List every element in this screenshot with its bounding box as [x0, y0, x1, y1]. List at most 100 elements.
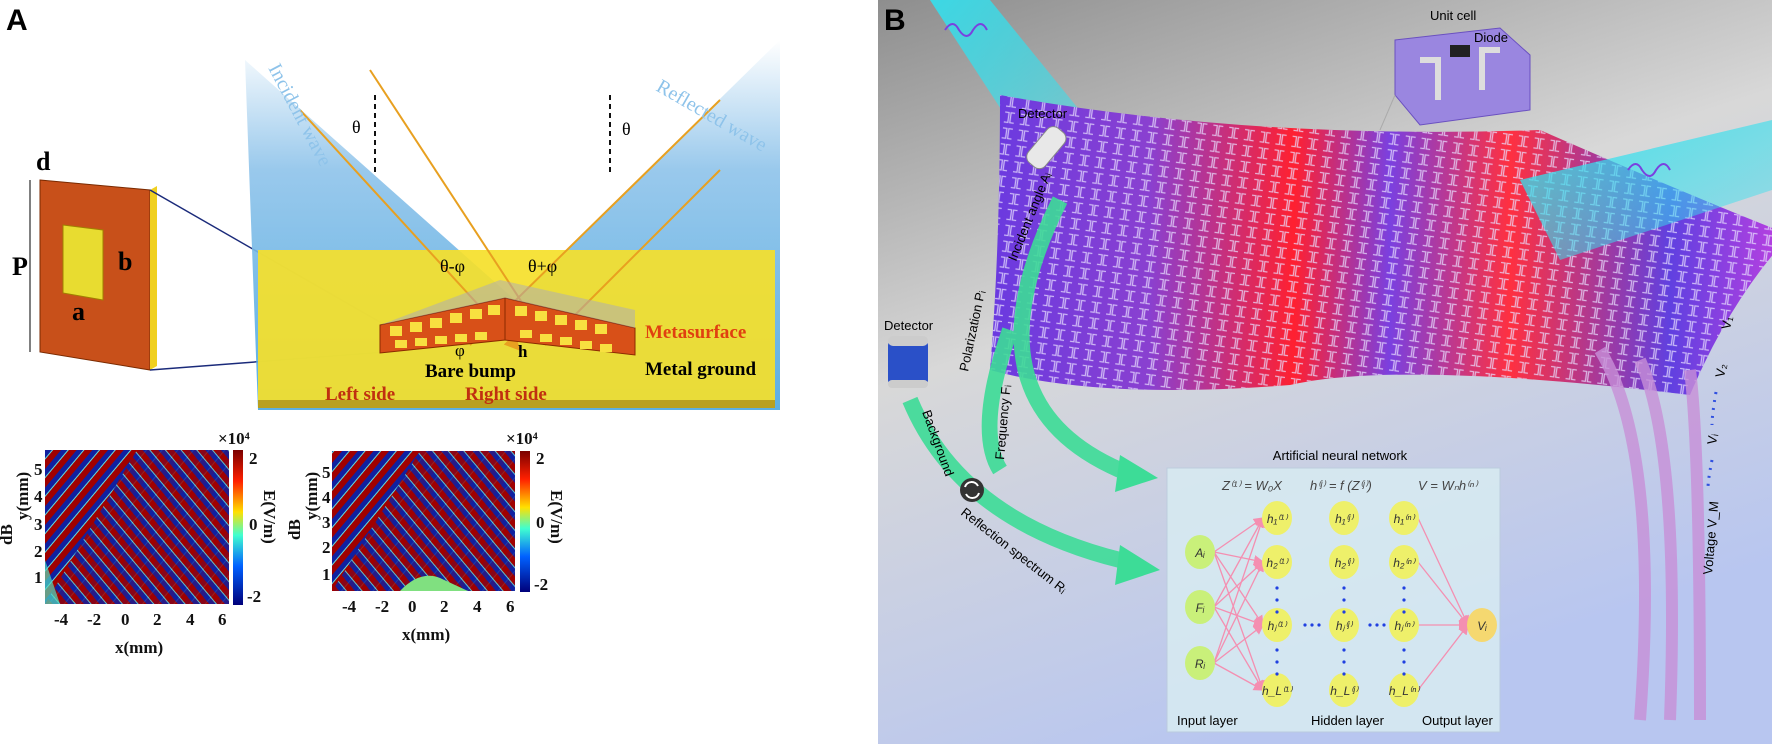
svg-text:6: 6: [218, 610, 227, 629]
ellipsis-dot: [1342, 672, 1346, 676]
dim-d-label: d: [36, 147, 51, 176]
colorbar: [233, 450, 243, 605]
ellipsis-dot: [1382, 623, 1386, 627]
wave-icon: [944, 23, 988, 37]
ann-edge: [1213, 606, 1264, 692]
input-node: Rᵢ: [1185, 646, 1215, 680]
svg-text:1: 1: [34, 568, 43, 587]
svg-text:-2: -2: [87, 610, 101, 629]
ellipsis-dot: [1275, 586, 1279, 590]
ann-edge: [1417, 623, 1469, 691]
dim-b-label: b: [118, 247, 132, 276]
output-layer-label: Output layer: [1422, 713, 1493, 728]
formula-input: Z⁽¹⁾ = W₀X: [1221, 478, 1283, 493]
h-label: h: [518, 342, 528, 361]
hidden-node: h₁⁽¹⁾: [1262, 501, 1292, 535]
node-label: h_L⁽ⁿ⁾: [1389, 684, 1420, 698]
ellipsis-dot: [1317, 623, 1321, 627]
ellipsis-dot: [1375, 623, 1379, 627]
metal-ground-label: Metal ground: [645, 359, 756, 380]
hidden-layer-label: Hidden layer: [1311, 713, 1385, 728]
ellipsis-dot: [1402, 660, 1406, 664]
node-label: h_L⁽ʲ⁾: [1330, 684, 1358, 698]
svg-text:3: 3: [322, 513, 331, 532]
svg-text:-4: -4: [342, 597, 357, 616]
hidden-node: h₁⁽ʲ⁾: [1329, 501, 1359, 535]
input-arrows: [902, 196, 1124, 568]
panel-b: B Unit cell Diode Detector Detector: [878, 0, 1772, 744]
reflected-beam: [1520, 120, 1772, 260]
voltage-1: V₁: [1718, 314, 1735, 330]
node-label: hⱼ⁽ⁿ⁾: [1394, 619, 1414, 633]
frequency-label: Frequency Fᵢ: [992, 384, 1013, 460]
svg-text:6: 6: [506, 597, 515, 616]
ellipsis-dot: [1342, 586, 1346, 590]
theta-plus-phi: θ+φ: [528, 256, 557, 276]
ellipsis-dot: [1402, 586, 1406, 590]
ellipsis-dot: [1275, 648, 1279, 652]
neural-network: Artificial neural network Z⁽¹⁾ = W₀X h⁽ʲ…: [1166, 448, 1501, 733]
ann-edge: [1417, 517, 1469, 627]
ellipsis-dot: [1275, 672, 1279, 676]
panel-a: A P d a b θ θ Incident wave Re: [0, 4, 780, 657]
colorbar-label: E(V/m): [547, 490, 566, 544]
panel-a-label: A: [6, 4, 28, 37]
svg-text:4: 4: [322, 488, 331, 507]
ann-edge: [1213, 624, 1265, 664]
node-label: h_L⁽¹⁾: [1262, 684, 1293, 698]
node-label: h₂⁽¹⁾: [1266, 556, 1288, 570]
voltage-2: V₂: [1712, 362, 1729, 378]
detector-top-label: Detector: [1018, 106, 1068, 121]
hidden-node: h_L⁽ⁿ⁾: [1389, 673, 1420, 707]
svg-text:-2: -2: [247, 587, 261, 606]
svg-text:4: 4: [186, 610, 195, 629]
ann-nodes: Aᵢ Fᵢ Rᵢ h₁⁽¹⁾ h₂⁽¹⁾ hⱼ⁽¹⁾ h_L⁽¹⁾ h₁⁽ʲ⁾ h₂⁽ʲ⁾ hⱼ⁽…: [1185, 501, 1497, 707]
hidden-node: h₂⁽ⁿ⁾: [1389, 545, 1419, 579]
y-axis-label: y(mm): [302, 472, 321, 520]
ellipsis-dot: [1342, 598, 1346, 602]
formula-output: V = Wₙh⁽ⁿ⁾: [1418, 478, 1479, 493]
hidden-node: h₂⁽¹⁾: [1262, 545, 1292, 579]
ellipsis-dot: [1303, 623, 1307, 627]
ellipsis-dot: [1275, 610, 1279, 614]
voltage-arrows: [1594, 346, 1706, 721]
field-map-left: ×10⁴ 2 0 -2 E(V/m) y(mm) dB 1 2 3 4 5 -4…: [0, 429, 279, 657]
svg-text:2: 2: [249, 449, 258, 468]
detector-left: Detector: [884, 318, 934, 388]
phi-label: φ: [455, 341, 465, 360]
ellipsis-dot: [1368, 623, 1372, 627]
input-layer-label: Input layer: [1177, 713, 1238, 728]
db-label: dB: [0, 524, 16, 545]
hidden-node: h₂⁽ʲ⁾: [1329, 545, 1359, 579]
y-axis-label: y(mm): [13, 472, 32, 520]
node-label: h₁⁽ⁿ⁾: [1394, 512, 1416, 526]
ellipsis-dot: [1342, 648, 1346, 652]
x-axis-label: x(mm): [402, 625, 450, 644]
ellipsis-dot: [1402, 672, 1406, 676]
y-ticks: 1 2 3 4 5: [322, 463, 331, 584]
theta-minus-phi: θ-φ: [440, 256, 465, 276]
ann-title: Artificial neural network: [1273, 448, 1408, 463]
ellipsis-dot: [1310, 623, 1314, 627]
node-label: hⱼ⁽ʲ⁾: [1336, 619, 1353, 633]
svg-text:-2: -2: [534, 575, 548, 594]
ellipsis-dot: [1275, 660, 1279, 664]
svg-text:2: 2: [34, 542, 43, 561]
svg-text:5: 5: [34, 460, 43, 479]
scattering-diagram: θ θ Incident wave Reflected wave θ-φ θ+φ…: [245, 40, 780, 410]
ellipsis-dot: [1342, 660, 1346, 664]
ann-edges: [1213, 516, 1470, 692]
wave-icon: [1627, 163, 1671, 177]
svg-text:0: 0: [408, 597, 417, 616]
hidden-node: h₁⁽ⁿ⁾: [1389, 501, 1419, 535]
ann-edge: [1213, 560, 1264, 664]
x-ticks: -4 -2 0 2 4 6: [54, 610, 227, 629]
node-label: h₁⁽ʲ⁾: [1335, 512, 1354, 526]
right-side-label: Right side: [465, 384, 547, 405]
x-axis-label: x(mm): [115, 638, 163, 657]
hidden-node: hⱼ⁽¹⁾: [1262, 608, 1292, 642]
colorbar-label: E(V/m): [260, 490, 279, 544]
svg-text:-2: -2: [375, 597, 389, 616]
left-side-label: Left side: [325, 384, 395, 405]
